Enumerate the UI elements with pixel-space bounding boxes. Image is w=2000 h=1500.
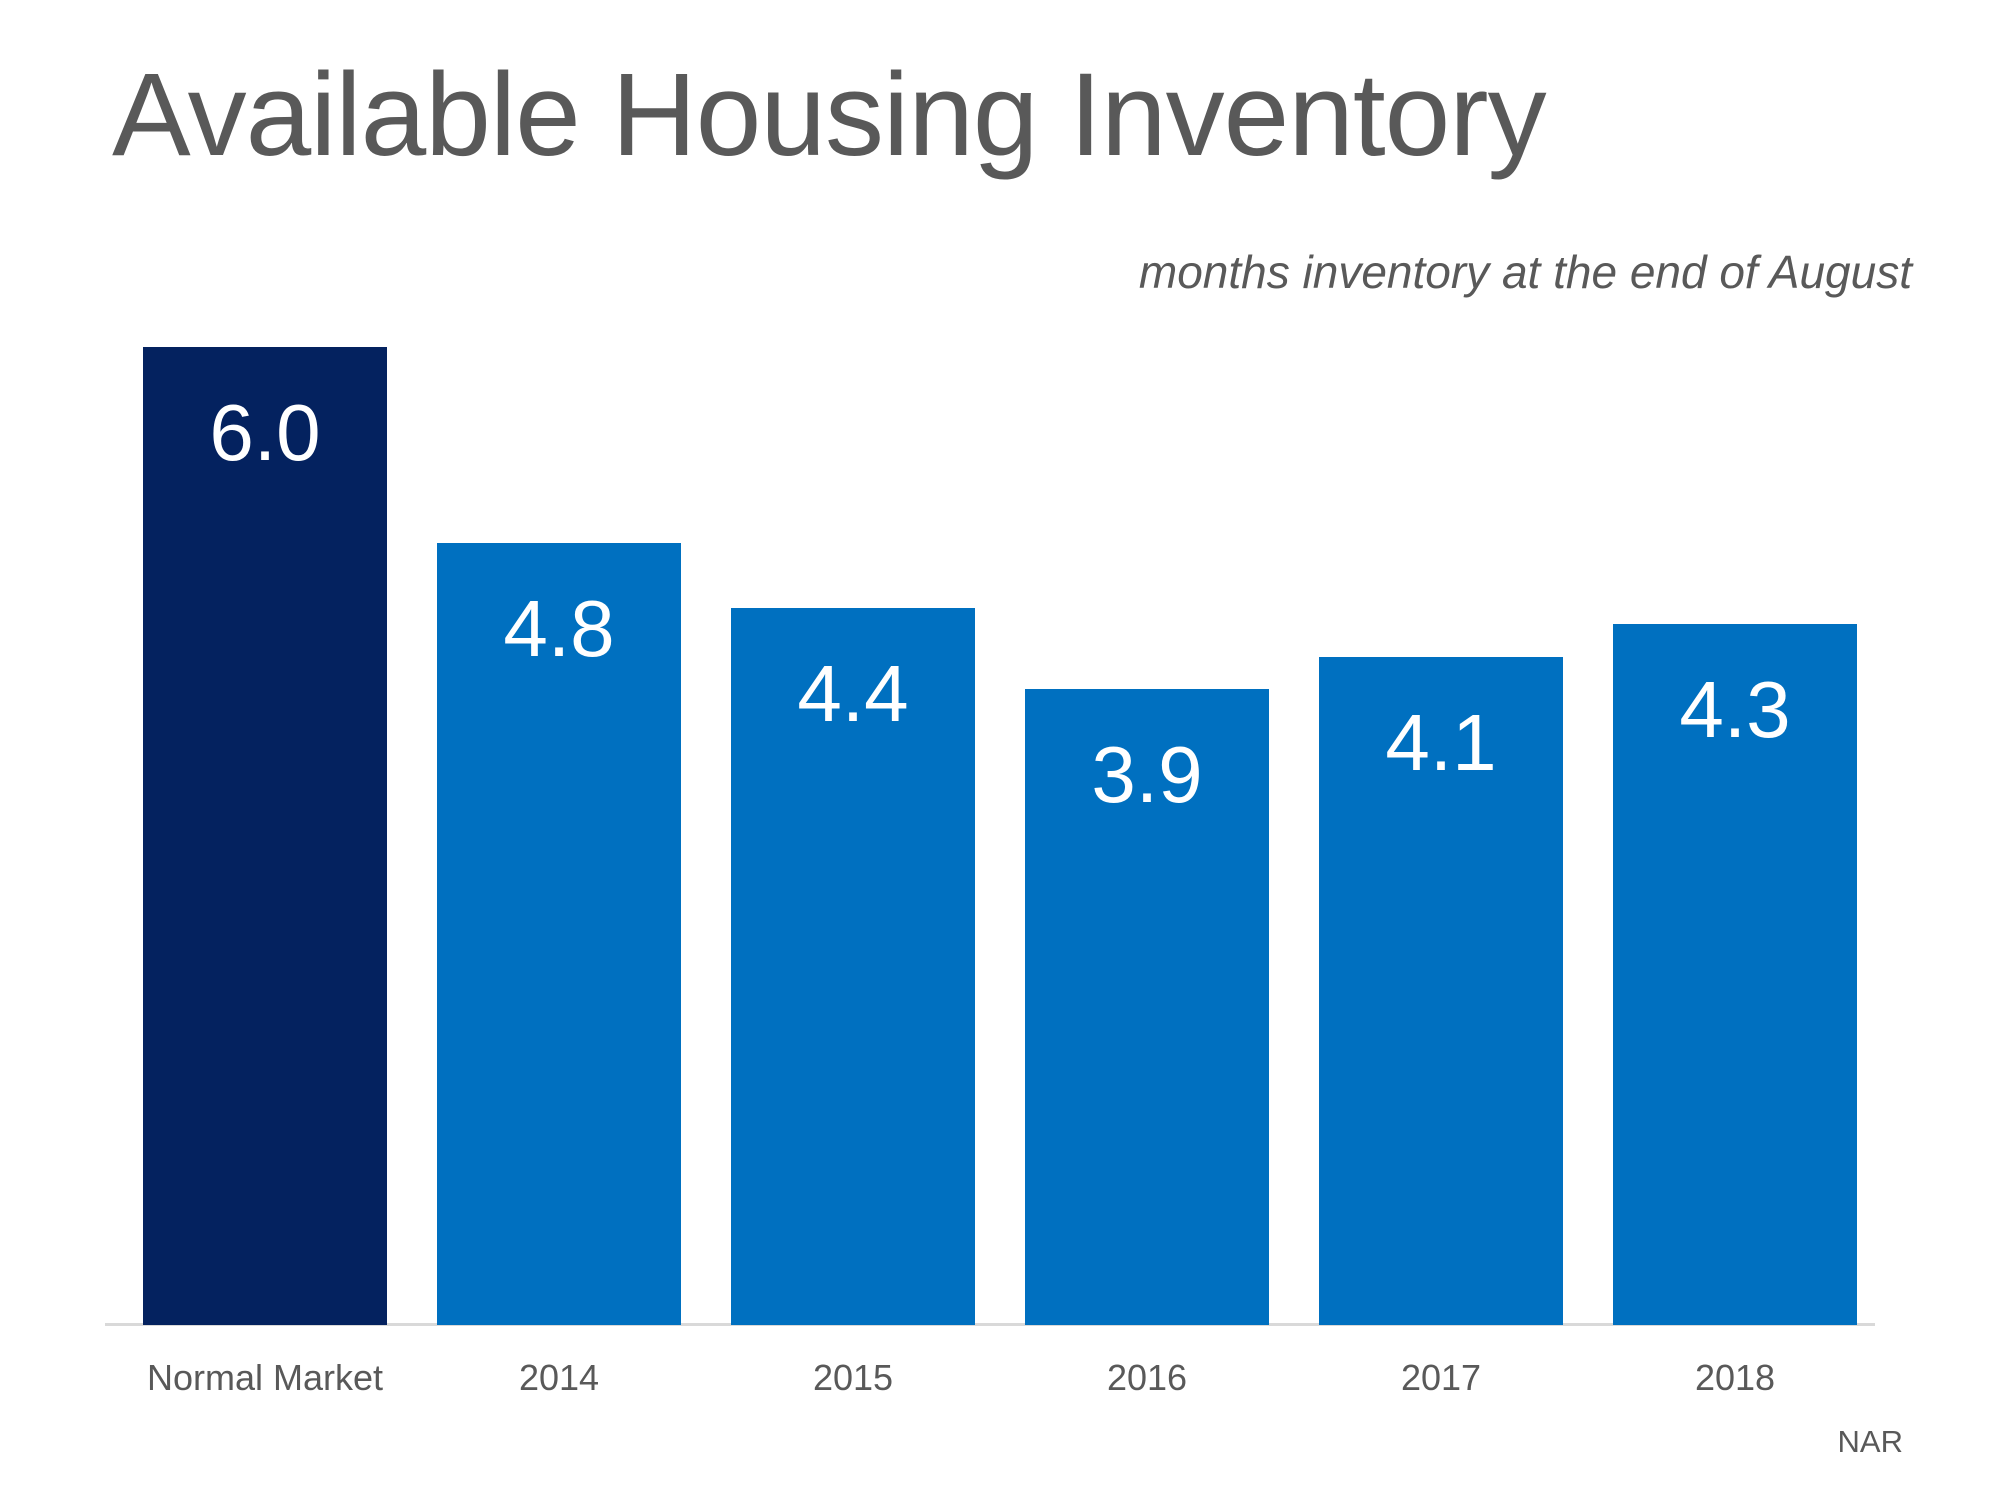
bar-value-label: 4.1	[1385, 698, 1497, 787]
chart-subtitle: months inventory at the end of August	[1138, 246, 1912, 298]
bar-2015: 4.4	[731, 608, 975, 1325]
x-axis-label: 2017	[1400, 1357, 1482, 1398]
x-axis-label: Normal Market	[146, 1357, 384, 1398]
x-axis-label: 2014	[518, 1357, 600, 1398]
bar-value-label: 4.8	[503, 584, 615, 673]
bar-value-label: 6.0	[209, 388, 321, 477]
x-axis-label: 2015	[812, 1357, 894, 1398]
chart-title: Available Housing Inventory	[112, 49, 1547, 181]
x-axis-line	[105, 1323, 1875, 1326]
bar-2016: 3.9	[1025, 689, 1269, 1325]
bar-value-label: 4.4	[797, 649, 909, 738]
x-axis-label: 2018	[1694, 1357, 1776, 1398]
bar-value-label: 4.3	[1679, 665, 1791, 754]
x-axis-label: 2016	[1106, 1357, 1188, 1398]
source-label: NAR	[1837, 1424, 1903, 1459]
bar-2014: 4.8	[437, 543, 681, 1325]
bar-normal-market: 6.0	[143, 347, 387, 1325]
bar-value-label: 3.9	[1091, 730, 1203, 819]
bar-2017: 4.1	[1319, 657, 1563, 1325]
bar-2018: 4.3	[1613, 624, 1857, 1325]
